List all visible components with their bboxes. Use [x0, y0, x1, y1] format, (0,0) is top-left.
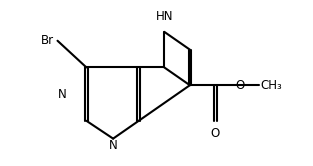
Text: N: N: [58, 88, 66, 101]
Text: O: O: [211, 127, 220, 140]
Text: N: N: [109, 139, 117, 152]
Text: HN: HN: [156, 10, 173, 23]
Text: CH₃: CH₃: [260, 79, 282, 92]
Text: Br: Br: [41, 34, 54, 47]
Text: O: O: [235, 79, 244, 92]
